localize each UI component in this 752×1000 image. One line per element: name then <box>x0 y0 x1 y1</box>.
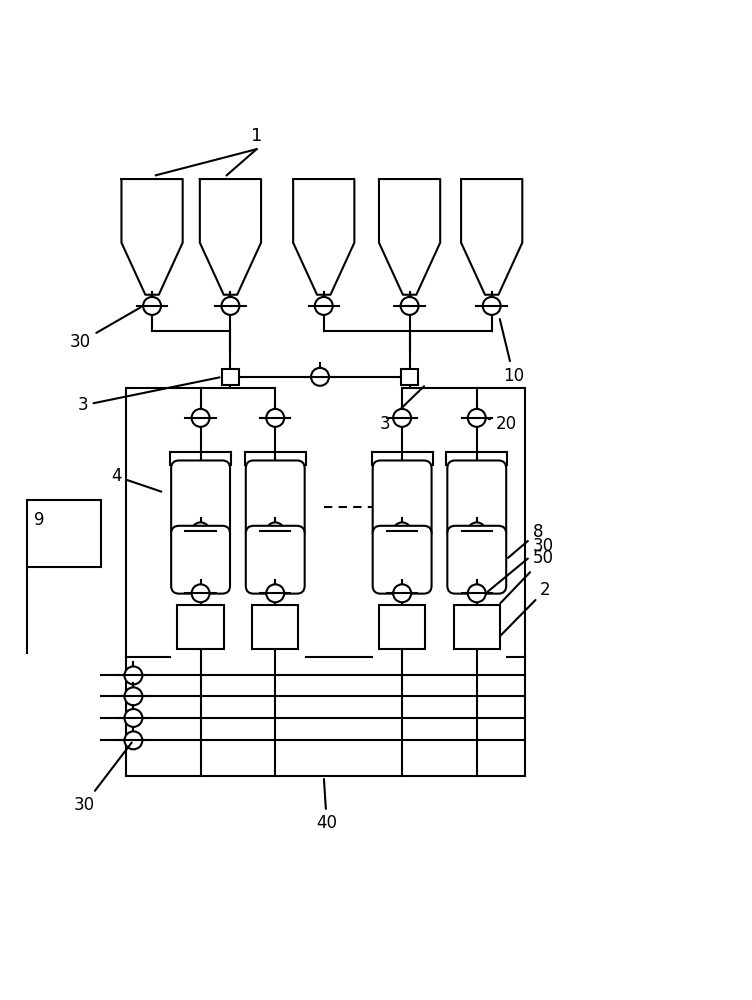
FancyBboxPatch shape <box>171 460 230 540</box>
FancyBboxPatch shape <box>246 526 305 594</box>
Circle shape <box>124 731 142 749</box>
Bar <box>379 605 426 649</box>
Circle shape <box>468 409 486 427</box>
FancyBboxPatch shape <box>171 526 230 594</box>
Bar <box>26 500 102 567</box>
Circle shape <box>192 584 210 602</box>
Circle shape <box>143 297 161 315</box>
FancyBboxPatch shape <box>373 460 432 540</box>
Text: 40: 40 <box>317 779 338 832</box>
Text: 3: 3 <box>380 386 424 433</box>
Circle shape <box>266 584 284 602</box>
Circle shape <box>393 522 411 540</box>
Circle shape <box>401 297 419 315</box>
Bar <box>223 369 238 385</box>
Text: 3: 3 <box>77 377 220 414</box>
Bar <box>402 369 418 385</box>
Bar <box>177 605 224 649</box>
Text: 8: 8 <box>508 523 543 558</box>
Circle shape <box>266 522 284 540</box>
Circle shape <box>311 368 329 386</box>
Text: 9: 9 <box>34 511 44 529</box>
Text: 4: 4 <box>111 467 162 492</box>
Text: 30: 30 <box>488 537 554 592</box>
Circle shape <box>393 409 411 427</box>
Circle shape <box>124 709 142 727</box>
Circle shape <box>468 584 486 602</box>
Text: 20: 20 <box>488 415 517 433</box>
Text: 30: 30 <box>70 307 141 351</box>
Bar <box>252 605 299 649</box>
Circle shape <box>192 522 210 540</box>
Circle shape <box>393 584 411 602</box>
Text: 30: 30 <box>74 743 132 814</box>
Bar <box>453 605 500 649</box>
Circle shape <box>266 409 284 427</box>
Text: 50: 50 <box>500 549 553 603</box>
Circle shape <box>315 297 332 315</box>
Text: 2: 2 <box>500 581 551 636</box>
Circle shape <box>124 666 142 684</box>
FancyBboxPatch shape <box>246 460 305 540</box>
FancyBboxPatch shape <box>447 460 506 540</box>
FancyBboxPatch shape <box>373 526 432 594</box>
Circle shape <box>124 687 142 705</box>
Text: 10: 10 <box>500 319 524 385</box>
Text: 1: 1 <box>251 127 262 145</box>
Circle shape <box>483 297 501 315</box>
Circle shape <box>192 409 210 427</box>
FancyBboxPatch shape <box>447 526 506 594</box>
Circle shape <box>222 297 239 315</box>
Circle shape <box>468 522 486 540</box>
